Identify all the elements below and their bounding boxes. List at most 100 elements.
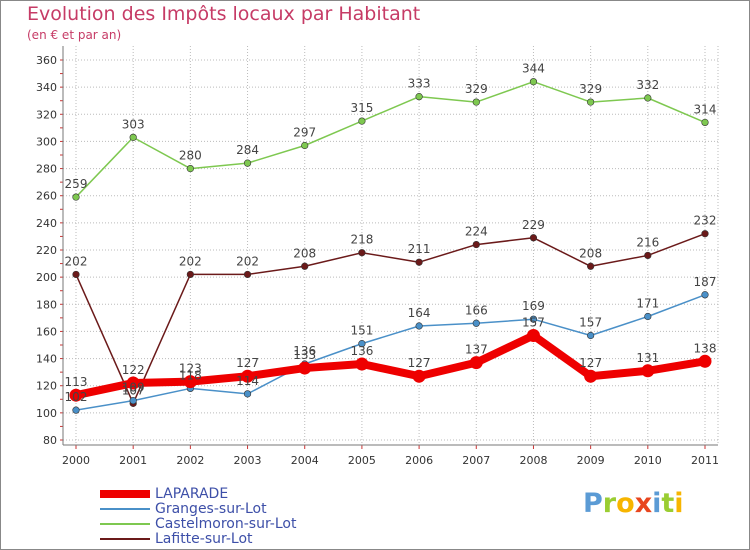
data-label: 314: [694, 102, 717, 116]
data-label: 229: [522, 218, 545, 232]
data-label: 284: [236, 143, 259, 157]
logo-letter: x: [634, 488, 653, 519]
data-point: [358, 249, 366, 257]
legend-item-lafitte: Lafitte-sur-Lot: [100, 531, 253, 547]
data-label: 127: [236, 356, 259, 370]
y-tick-label: 200: [36, 271, 57, 284]
data-point: [701, 230, 709, 238]
legend-item-laparade: LAPARADE: [100, 486, 228, 502]
y-tick-label: 320: [36, 108, 57, 121]
logo-letter: o: [616, 488, 635, 519]
data-point: [587, 98, 595, 106]
y-tick-label: 220: [36, 244, 57, 257]
y-tick-label: 360: [36, 54, 57, 67]
data-point: [587, 331, 595, 340]
data-label: 333: [408, 77, 431, 91]
data-point: [644, 251, 652, 260]
legend-item-castelmoron: Castelmoron-sur-Lot: [100, 516, 296, 532]
data-label: 218: [350, 233, 373, 247]
x-tick-label: 2004: [291, 454, 319, 467]
data-label: 109: [122, 381, 145, 395]
data-point: [72, 193, 80, 201]
data-point: [701, 118, 709, 127]
data-label: 332: [636, 78, 659, 92]
x-tick-label: 2005: [348, 454, 376, 467]
proxiti-logo: Proxiti: [583, 488, 684, 519]
y-tick-label: 80: [43, 434, 57, 447]
data-point: [415, 322, 423, 330]
x-tick-label: 2010: [634, 454, 662, 467]
data-label: 118: [179, 368, 202, 382]
data-point: [472, 98, 480, 106]
data-point: [587, 262, 595, 270]
data-label: 114: [236, 374, 259, 388]
data-point: [129, 397, 137, 405]
y-tick-label: 160: [36, 325, 57, 338]
data-label: 232: [694, 214, 717, 228]
y-tick-label: 300: [36, 135, 57, 148]
data-label: 202: [236, 254, 259, 268]
data-label: 138: [694, 341, 717, 355]
data-label: 344: [522, 62, 545, 76]
data-point: [529, 234, 538, 242]
data-point: [644, 94, 652, 102]
data-point: [243, 270, 252, 279]
legend-label: Lafitte-sur-Lot: [155, 531, 253, 547]
logo-letter: i: [652, 488, 662, 519]
legend-swatch: [100, 490, 150, 498]
legend-swatch: [100, 538, 150, 540]
data-label: 211: [408, 242, 431, 256]
data-label: 202: [65, 254, 88, 268]
data-label: 122: [122, 363, 145, 377]
y-tick-label: 260: [36, 190, 57, 203]
data-point: [415, 258, 423, 266]
chart-subtitle: (en € et par an): [27, 28, 122, 42]
y-tick-label: 140: [36, 353, 57, 366]
data-point: [241, 369, 255, 383]
data-point: [126, 376, 140, 390]
data-point: [701, 291, 709, 299]
data-label: 107: [122, 383, 145, 397]
logo-letter: i: [674, 488, 684, 519]
x-tick-label: 2000: [62, 454, 90, 467]
legend-swatch: [100, 523, 150, 525]
data-point: [72, 270, 80, 279]
legend-label: LAPARADE: [155, 486, 229, 502]
series-line: [75, 80, 706, 198]
data-point: [472, 319, 480, 327]
series-line: [75, 294, 706, 411]
data-label: 187: [694, 275, 717, 289]
legend-label: Castelmoron-sur-Lot: [155, 516, 297, 532]
x-tick-label: 2001: [119, 454, 147, 467]
data-label: 208: [293, 246, 316, 260]
data-point: [186, 164, 194, 173]
data-label: 329: [579, 82, 602, 96]
x-tick-label: 2003: [234, 454, 262, 467]
data-label: 216: [636, 235, 659, 249]
data-point: [183, 375, 197, 389]
data-label: 224: [465, 225, 488, 239]
x-tick-label: 2006: [405, 454, 433, 467]
data-label: 315: [350, 101, 373, 115]
legend-swatch: [100, 508, 150, 510]
data-label: 208: [579, 246, 602, 260]
data-label: 259: [65, 177, 88, 191]
data-label: 151: [350, 324, 373, 338]
x-tick-label: 2011: [691, 454, 719, 467]
data-label: 136: [350, 344, 373, 358]
data-point: [641, 364, 655, 378]
data-point: [469, 356, 483, 370]
legend-label: Granges-sur-Lot: [155, 501, 267, 517]
x-tick-label: 2008: [519, 454, 547, 467]
data-point: [355, 357, 369, 371]
data-label: 202: [179, 254, 202, 268]
data-label: 136: [293, 344, 316, 358]
data-label: 127: [408, 356, 431, 370]
data-label: 102: [65, 390, 88, 404]
data-point: [69, 388, 83, 402]
y-tick-label: 280: [36, 163, 57, 176]
data-point: [644, 312, 652, 321]
data-label: 329: [465, 82, 488, 96]
